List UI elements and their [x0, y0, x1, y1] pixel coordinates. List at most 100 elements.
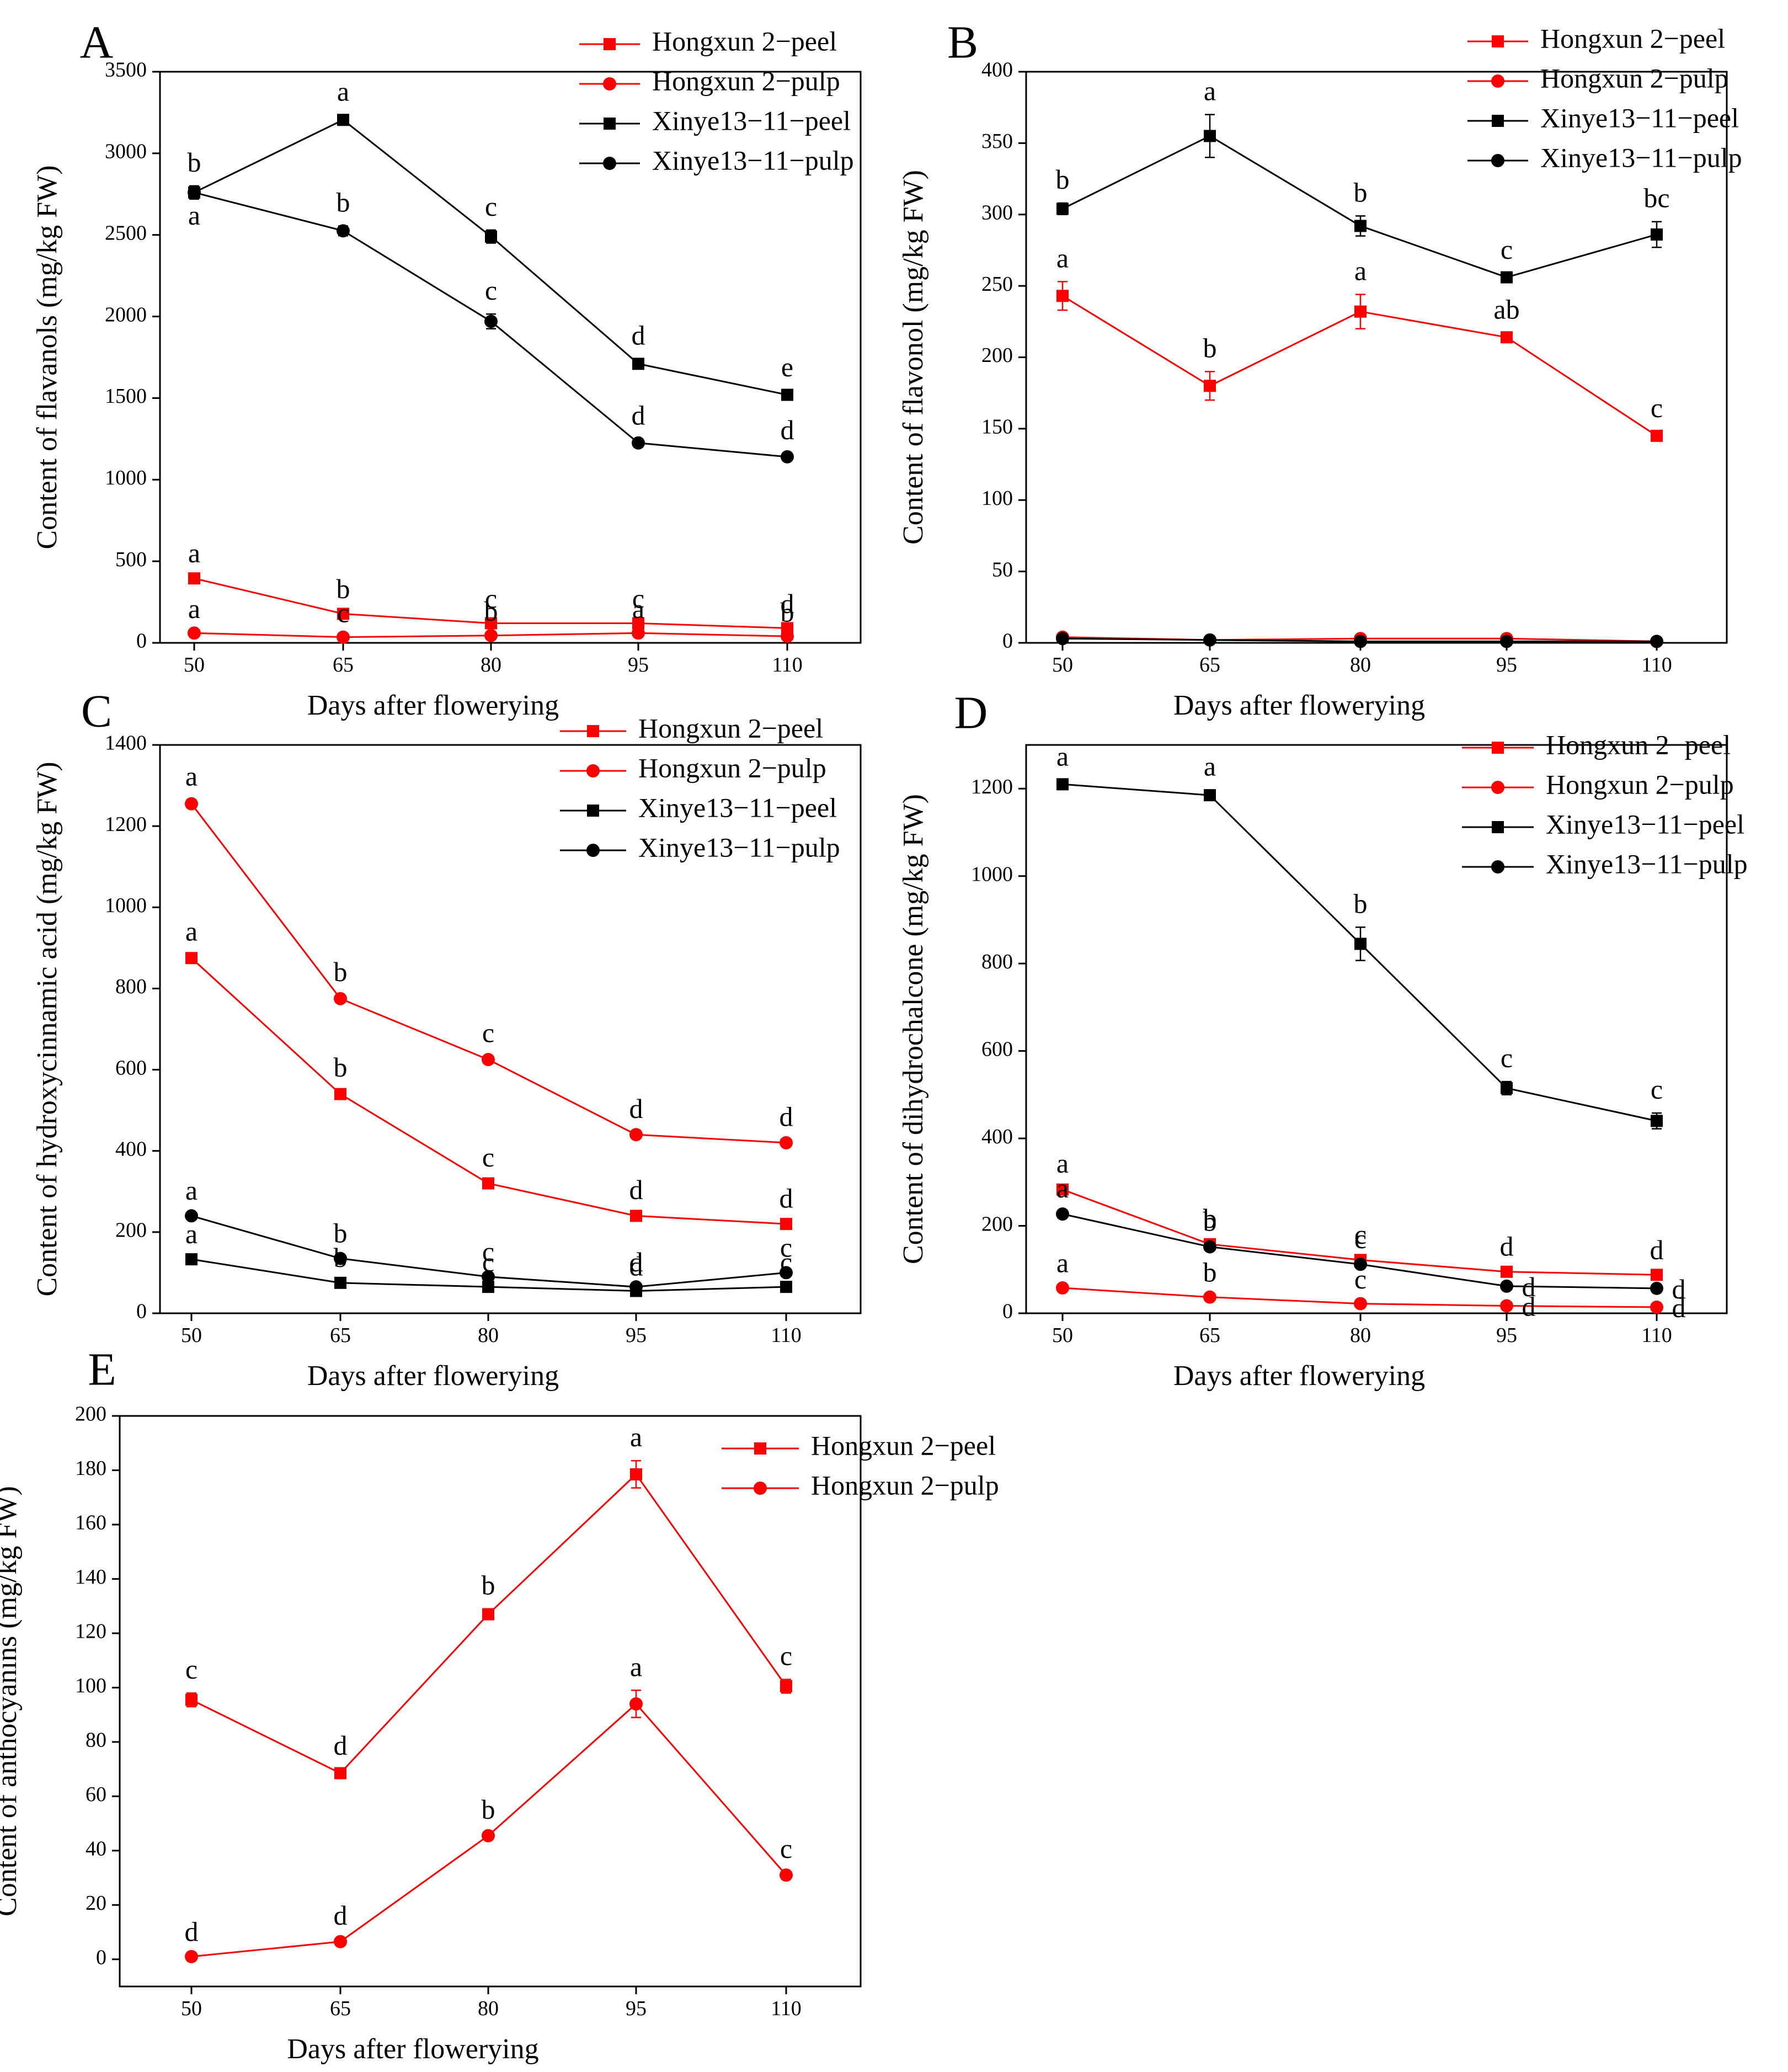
data-point: [1501, 1265, 1513, 1278]
y-tick-label: 200: [115, 1219, 147, 1242]
data-point: [1203, 1240, 1216, 1254]
y-tick-label: 1000: [105, 894, 147, 917]
significance-letter: d: [1672, 1292, 1686, 1323]
legend-label: Hongxun 2−peel: [638, 712, 823, 743]
significance-letter: a: [1056, 1173, 1069, 1203]
x-tick-label: 95: [626, 1324, 647, 1347]
legend-marker: [1491, 781, 1504, 794]
significance-letter: d: [780, 1183, 793, 1213]
plot-frame: [159, 71, 862, 644]
significance-letter: a: [1056, 1148, 1069, 1179]
y-tick-label: 120: [75, 1620, 106, 1643]
data-point: [1354, 635, 1367, 648]
series-0: a b c d d: [185, 915, 793, 1231]
data-point: [185, 1253, 198, 1266]
legend: Hongxun 2−peel Hongxun 2−pulp Xinye13−11−p…: [560, 712, 840, 862]
significance-letter: b: [337, 573, 350, 604]
data-point: [334, 1088, 346, 1100]
legend-marker: [1492, 115, 1504, 127]
significance-letter: c: [482, 1236, 494, 1267]
legend-label: Xinye13−11−pulp: [1540, 142, 1742, 173]
y-tick-label: 0: [1002, 630, 1013, 653]
y-tick-label: 160: [75, 1511, 106, 1535]
x-tick-label: 110: [772, 653, 803, 677]
data-point: [1650, 635, 1663, 648]
x-tick-label: 65: [1199, 1324, 1220, 1347]
significance-letter: c: [485, 275, 497, 306]
data-point: [482, 1177, 494, 1190]
series-3: [1056, 632, 1663, 648]
significance-letter: d: [632, 319, 645, 350]
significance-letter: e: [781, 351, 793, 382]
x-axis-title: Days after flowerying: [1173, 1360, 1425, 1392]
significance-letter: c: [1501, 1042, 1513, 1073]
panel-a: A 0 500 1000 1500 2000 2500 3000 3500 50 65 80 95 110…: [31, 17, 862, 721]
y-tick-label: 60: [86, 1783, 106, 1806]
y-tick-label: 350: [981, 130, 1013, 153]
panel-b: B 0 50 100 150 200 250 300 350 400 50 65 80 95 110 Days…: [898, 17, 1742, 721]
data-point: [629, 1697, 643, 1711]
data-point: [485, 617, 497, 630]
significance-letter: c: [185, 1654, 198, 1685]
data-point: [482, 1270, 495, 1283]
data-point: [185, 1693, 198, 1706]
y-tick-label: 2000: [105, 303, 147, 326]
legend-marker: [604, 38, 616, 50]
y-tick-label: 250: [981, 273, 1013, 296]
legend-marker: [1491, 860, 1504, 873]
x-axis-title: Days after flowerying: [1173, 690, 1425, 721]
significance-letter: c: [780, 1640, 792, 1671]
legend-marker: [586, 844, 600, 857]
significance-letter: a: [630, 1651, 642, 1682]
significance-letter: d: [334, 1730, 348, 1761]
x-tick-label: 50: [181, 1324, 202, 1347]
y-axis-title: Content of anthocyanins (mg/kg FW): [0, 1486, 23, 1916]
legend-label: Hongxun 2−peel: [811, 1430, 996, 1461]
data-point: [185, 952, 198, 965]
y-tick-label: 100: [75, 1674, 106, 1697]
y-tick-label: 20: [86, 1892, 106, 1915]
significance-letter: c: [1651, 1074, 1663, 1105]
y-tick-label: 80: [86, 1729, 106, 1752]
y-tick-label: 1200: [105, 813, 147, 836]
significance-letter: d: [780, 1101, 793, 1132]
y-tick-label: 3000: [105, 140, 147, 163]
significance-letter: a: [337, 76, 349, 106]
significance-letter: c: [632, 583, 644, 614]
data-point: [1651, 1115, 1663, 1127]
plot-frame: [159, 744, 862, 1314]
significance-letter: a: [1204, 751, 1216, 782]
x-tick-label: 80: [1350, 1324, 1371, 1347]
significance-letter: c: [337, 597, 349, 628]
significance-letter: d: [781, 588, 794, 619]
data-point: [1056, 203, 1069, 215]
y-tick-label: 140: [75, 1565, 106, 1589]
y-tick-label: 1000: [971, 862, 1013, 886]
significance-letter: b: [482, 1570, 495, 1601]
x-tick-label: 50: [1052, 1324, 1073, 1347]
data-point: [1650, 1300, 1663, 1314]
x-tick-label: 80: [478, 1997, 499, 2020]
data-point: [334, 992, 347, 1005]
legend-label: Hongxun 2−pulp: [1546, 769, 1734, 800]
significance-letter: a: [185, 915, 198, 946]
y-tick-label: 0: [1002, 1300, 1013, 1323]
y-axis-title: Content of hydroxycinnamic acid (mg/kg F…: [31, 761, 63, 1296]
data-point: [334, 1935, 347, 1948]
x-tick-label: 65: [330, 1324, 351, 1347]
legend-label: Xinye13−11−pulp: [1546, 848, 1748, 879]
series-line: [191, 1473, 787, 1775]
significance-letter: d: [1522, 1291, 1536, 1322]
legend-marker: [754, 1442, 766, 1455]
panel-letter: A: [80, 17, 114, 68]
significance-letter: b: [1056, 164, 1070, 195]
significance-letter: a: [185, 1175, 198, 1206]
y-tick-label: 400: [981, 1125, 1013, 1148]
data-point: [334, 1276, 346, 1289]
data-point: [1204, 130, 1216, 142]
significance-letter: d: [185, 1916, 199, 1947]
significance-letter: c: [482, 1017, 494, 1048]
y-tick-label: 1400: [105, 732, 147, 755]
data-point: [1204, 380, 1216, 392]
